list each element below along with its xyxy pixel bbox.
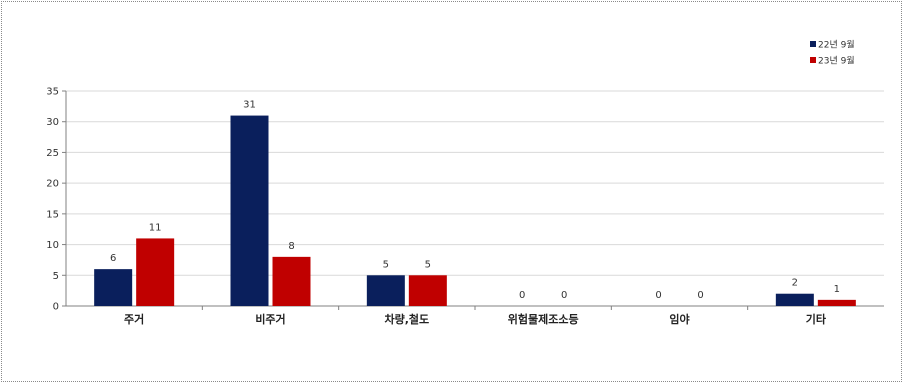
y-tick-label: 5 <box>53 271 59 282</box>
y-tick-label: 15 <box>46 209 59 220</box>
y-tick-label: 30 <box>46 117 59 128</box>
legend-swatch <box>810 57 816 63</box>
category-label: 임야 <box>669 312 689 326</box>
bar <box>136 238 175 306</box>
data-label: 0 <box>519 290 525 301</box>
bar <box>272 256 311 306</box>
data-label: 0 <box>655 290 661 301</box>
data-label: 5 <box>383 259 389 270</box>
y-tick-label: 25 <box>46 148 59 159</box>
y-tick-label: 20 <box>46 179 59 190</box>
bar <box>775 293 814 306</box>
x-axis: 주거 비주거 차량,철도 위험물제조소등 임야 기타 <box>66 305 884 326</box>
bar <box>408 275 447 306</box>
bar <box>230 115 269 306</box>
bar <box>94 269 133 306</box>
data-label: 31 <box>243 100 256 111</box>
legend: 22년 9월 23년 9월 <box>810 39 855 67</box>
data-label: 11 <box>149 222 162 233</box>
data-label: 0 <box>561 290 567 301</box>
y-axis: 0 5 10 15 20 25 30 35 <box>46 87 67 313</box>
data-label: 1 <box>834 284 840 295</box>
legend-label: 23년 9월 <box>818 55 855 67</box>
category-label: 비주거 <box>255 312 285 326</box>
data-label: 0 <box>697 290 703 301</box>
bars: 6 11 31 8 5 5 0 0 0 0 2 1 <box>94 100 856 306</box>
data-label: 6 <box>110 253 116 264</box>
y-tick-label: 35 <box>46 87 59 98</box>
gridlines <box>66 90 884 276</box>
y-tick-label: 0 <box>53 302 59 313</box>
y-tick-label: 10 <box>46 240 59 251</box>
data-label: 8 <box>288 241 294 252</box>
legend-swatch <box>810 41 816 47</box>
data-label: 5 <box>425 259 431 270</box>
category-label: 주거 <box>124 312 144 326</box>
bar <box>366 275 405 306</box>
category-label: 차량,철도 <box>384 312 429 326</box>
category-label: 위험물제조소등 <box>508 312 579 326</box>
category-label: 기타 <box>806 312 827 326</box>
legend-label: 22년 9월 <box>818 39 855 51</box>
bar <box>817 299 856 306</box>
data-label: 2 <box>792 278 798 289</box>
